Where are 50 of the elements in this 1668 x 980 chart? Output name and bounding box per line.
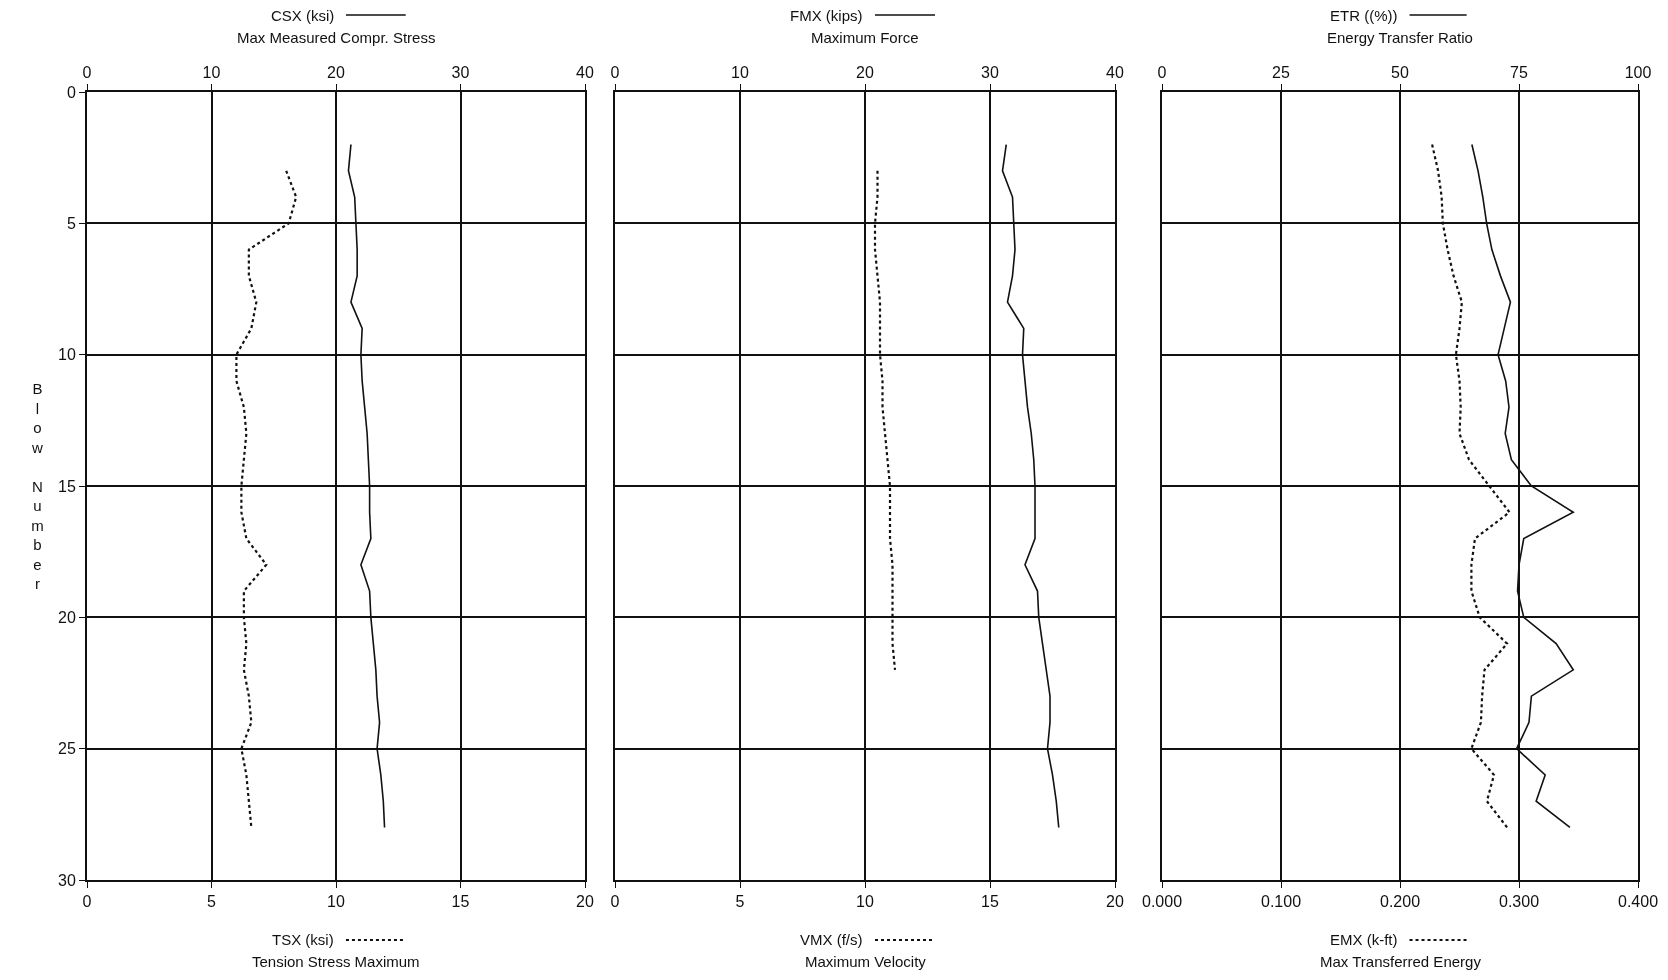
x-tick-label: 0.400 [1617,893,1659,911]
legend-label: EMX (k-ft) [1330,931,1398,948]
x2-axis-title: Energy Transfer Ratio [1327,29,1473,46]
x2-tick-label: 75 [1510,63,1528,81]
text: Blow Number [31,380,44,592]
x2-tick-label: 30 [451,63,470,81]
x-tick-label: 0 [610,893,620,911]
y-tick-label: 5 [66,214,76,232]
x-tick-label: 5 [207,893,217,911]
x2-tick-label: 0 [610,63,620,81]
y-tick-label: 10 [58,346,76,364]
x-tick-label: 0.300 [1498,893,1540,911]
legend-label: CSX (ksi) [271,7,335,24]
y-tick-label: 30 [58,871,76,889]
x-axis-title: Tension Stress Maximum [252,953,420,970]
x2-tick-label: 20 [856,63,874,81]
x-tick-label: 15 [451,893,470,911]
x-axis-title: Maximum Velocity [805,953,927,970]
legend-label: ETR ((%)) [1330,7,1398,24]
x-tick-label: 15 [981,893,999,911]
x-tick-label: 10 [327,893,345,911]
x-tick-label: 0.200 [1379,893,1421,911]
x2-tick-label: 0 [82,63,92,81]
x2-tick-label: 50 [1391,63,1409,81]
legend-label: FMX (kips) [790,7,863,24]
x2-axis-title: Maximum Force [811,29,919,46]
x2-axis-title: Max Measured Compr. Stress [237,29,436,46]
y-tick-label: 20 [58,608,76,626]
x2-tick-label: 0 [1157,63,1167,81]
x2-tick-label: 10 [202,63,221,81]
x2-tick-label: 40 [576,63,594,81]
x-tick-label: 5 [735,893,745,911]
x2-tick-label: 10 [731,63,749,81]
x-tick-label: 0 [82,893,92,911]
y-tick-label: 25 [58,740,76,758]
legend-label: VMX (f/s) [800,931,863,948]
x-tick-label: 20 [576,893,594,911]
x-tick-label: 0.000 [1141,893,1183,911]
x-tick-label: 20 [1106,893,1124,911]
x-tick-label: 0.100 [1260,893,1302,911]
y-tick-label: 0 [66,83,76,101]
x2-tick-label: 100 [1624,63,1652,81]
x2-tick-label: 40 [1106,63,1124,81]
x2-tick-label: 20 [327,63,345,81]
legend-label: TSX (ksi) [272,931,334,948]
x-tick-label: 10 [856,893,874,911]
y-tick-label: 15 [58,477,76,495]
x-axis-title: Max Transferred Energy [1320,953,1482,970]
x2-tick-label: 25 [1272,63,1290,81]
x2-tick-label: 30 [981,63,999,81]
